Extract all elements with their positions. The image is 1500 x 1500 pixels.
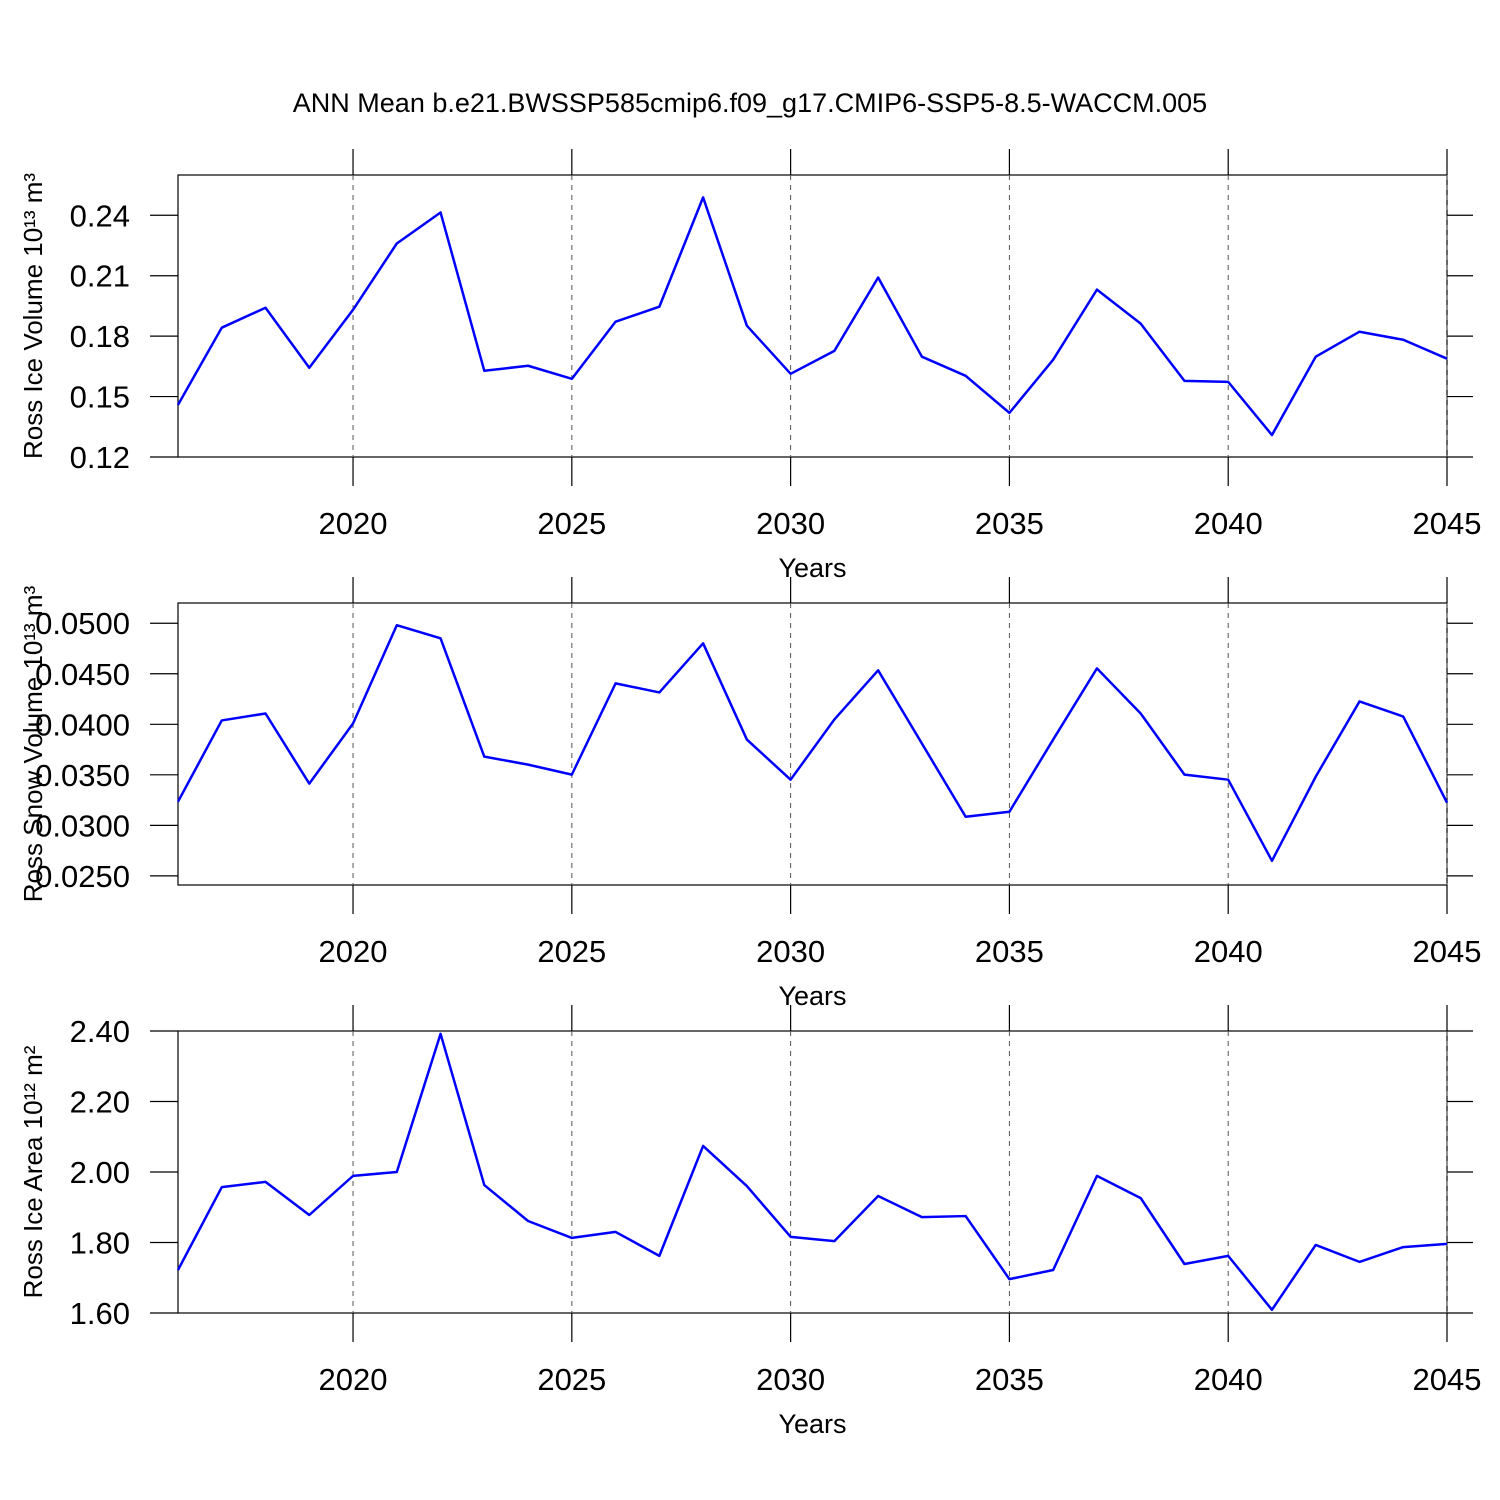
x-tick-label: 2030 bbox=[756, 934, 825, 969]
x-axis-title: Years bbox=[778, 981, 846, 1011]
x-tick-label: 2045 bbox=[1413, 1362, 1482, 1397]
y-axis-title: Ross Ice Area 10¹² m² bbox=[18, 1045, 48, 1298]
data-line bbox=[176, 623, 1449, 863]
y-tick-label: 0.24 bbox=[70, 198, 130, 233]
y-axis-title: Ross Ice Volume 10¹³ m³ bbox=[18, 173, 48, 459]
y-tick-label: 0.12 bbox=[70, 440, 130, 475]
y-tick-label: 1.80 bbox=[70, 1226, 130, 1261]
y-tick-label: 0.0400 bbox=[35, 707, 130, 742]
y-tick-label: 0.15 bbox=[70, 380, 130, 415]
x-tick-label: 2040 bbox=[1194, 934, 1263, 969]
x-tick-label: 2045 bbox=[1413, 934, 1482, 969]
plot-frame bbox=[177, 1030, 1448, 1314]
x-axis-title: Years bbox=[778, 1409, 846, 1439]
x-tick-label: 2020 bbox=[319, 506, 388, 541]
y-tick-label: 2.00 bbox=[70, 1155, 130, 1190]
x-tick-label: 2035 bbox=[975, 506, 1044, 541]
x-tick-label: 2020 bbox=[319, 1362, 388, 1397]
x-tick-label: 2030 bbox=[756, 506, 825, 541]
y-tick-label: 0.0350 bbox=[35, 758, 130, 793]
x-tick-label: 2030 bbox=[756, 1362, 825, 1397]
y-tick-label: 0.18 bbox=[70, 319, 130, 354]
y-tick-label: 2.40 bbox=[70, 1014, 130, 1049]
y-tick-label: 0.0450 bbox=[35, 657, 130, 692]
x-axis-title: Years bbox=[778, 553, 846, 583]
y-tick-label: 0.0300 bbox=[35, 808, 130, 843]
plot-frame bbox=[177, 602, 1448, 886]
x-tick-label: 2025 bbox=[537, 934, 606, 969]
y-tick-label: 0.0250 bbox=[35, 859, 130, 894]
y-tick-label: 0.21 bbox=[70, 259, 130, 294]
y-tick-label: 0.0500 bbox=[35, 606, 130, 641]
chart-title: ANN Mean b.e21.BWSSP585cmip6.f09_g17.CMI… bbox=[293, 88, 1207, 118]
x-tick-label: 2020 bbox=[319, 934, 388, 969]
x-tick-label: 2025 bbox=[537, 506, 606, 541]
y-tick-label: 1.60 bbox=[70, 1296, 130, 1331]
x-tick-label: 2035 bbox=[975, 1362, 1044, 1397]
x-tick-label: 2025 bbox=[537, 1362, 606, 1397]
x-tick-label: 2040 bbox=[1194, 1362, 1263, 1397]
x-tick-label: 2045 bbox=[1413, 506, 1482, 541]
data-line bbox=[176, 196, 1448, 437]
y-axis-title: Ross Snow Volume 10¹³ m³ bbox=[18, 585, 48, 902]
x-tick-label: 2040 bbox=[1194, 506, 1263, 541]
data-line bbox=[176, 1032, 1448, 1312]
y-tick-label: 2.20 bbox=[70, 1085, 130, 1120]
x-tick-label: 2035 bbox=[975, 934, 1044, 969]
